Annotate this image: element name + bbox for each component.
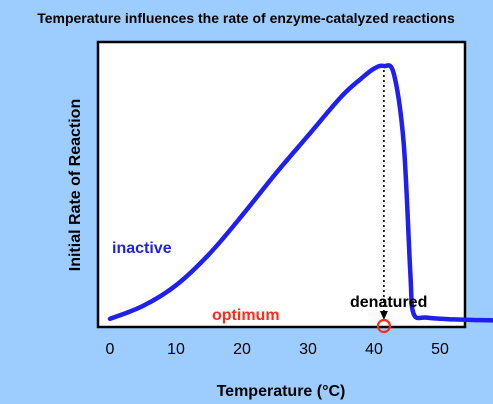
x-tick-label: 30 [299,341,317,358]
optimum-marker [376,318,391,334]
x-tick-label: 0 [106,341,115,358]
annotation-inactive: inactive [112,240,172,257]
x-tick-label: 50 [431,341,449,358]
x-tick-label: 10 [167,341,185,358]
x-axis-ticks: 0102030405060 [106,341,449,358]
annotation-optimum: optimum [212,307,280,324]
y-axis-label: Initial Rate of Reaction [67,99,84,271]
chart-title: Temperature influences the rate of enzym… [37,10,455,26]
x-axis-label: Temperature (°C) [217,383,346,400]
plot-area [96,40,467,329]
x-tick-label: 40 [365,341,383,358]
rate-curve [107,63,493,323]
annotation-denatured: denatured [350,294,427,311]
optimum-arrowhead [379,311,388,320]
x-tick-label: 20 [233,341,251,358]
